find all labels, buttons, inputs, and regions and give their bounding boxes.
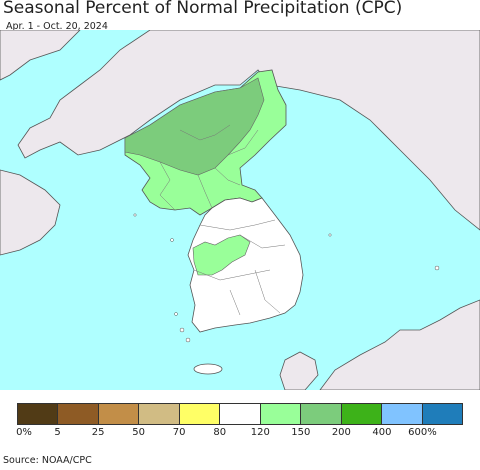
date-range: Apr. 1 - Oct. 20, 2024 (6, 21, 108, 32)
legend-tick-label: 70 (172, 427, 186, 438)
province-boundary (179, 124, 231, 141)
legend-tick-label: 25 (91, 427, 105, 438)
legend-tick-label: 120 (250, 427, 270, 438)
province-boundary (239, 234, 286, 249)
legend-tick-label: 600% (408, 427, 437, 438)
legend-swatch (98, 404, 140, 424)
jeju-island (193, 363, 223, 375)
legend-swatch (220, 404, 261, 424)
province-boundary (214, 167, 241, 186)
legend-tick-label: 50 (132, 427, 145, 438)
legend-swatch (179, 404, 221, 424)
region-south-korea-150 (192, 234, 251, 276)
province-boundary (159, 161, 176, 211)
legend-swatch (58, 404, 99, 424)
land-china-southwest (0, 169, 61, 256)
legend-swatch (301, 404, 342, 424)
precipitation-map (0, 30, 480, 390)
land-china-west (0, 30, 81, 81)
land-japan-kyushu (279, 351, 319, 390)
legend-tick-label: 200 (331, 427, 351, 438)
province-boundary (254, 269, 281, 314)
legend-swatch (341, 404, 383, 424)
province-boundary (199, 219, 276, 231)
province-boundary (197, 174, 213, 209)
island (170, 238, 174, 242)
island (328, 233, 332, 237)
legend-swatch (18, 404, 59, 424)
legend-tick-label: 150 (291, 427, 311, 438)
legend-tick-label: 400 (372, 427, 392, 438)
legend-tick-label: 5 (54, 427, 61, 438)
legend-swatch (139, 404, 180, 424)
island (133, 213, 137, 217)
legend-ticks: 0% 5 25 50 70 80 120 150 200 400 600% (0, 427, 480, 441)
legend-tick-label: 80 (213, 427, 227, 438)
province-boundary (227, 129, 259, 156)
island (179, 327, 185, 333)
legend-swatch (422, 404, 462, 424)
land-china-russia (17, 30, 480, 231)
island (434, 265, 440, 271)
province-boundary (193, 269, 271, 281)
page-title: Seasonal Percent of Normal Precipitation… (3, 0, 403, 18)
legend-swatch (260, 404, 302, 424)
region-north-korea-200 (124, 77, 265, 176)
source-credit: Source: NOAA/CPC (3, 455, 92, 466)
island (185, 337, 191, 343)
island (174, 312, 178, 316)
color-legend (17, 403, 463, 425)
land-japan (319, 299, 480, 390)
region-south-korea (187, 197, 304, 333)
province-boundary (229, 289, 241, 316)
legend-swatch (382, 404, 423, 424)
legend-tick-label: 0% (16, 427, 32, 438)
